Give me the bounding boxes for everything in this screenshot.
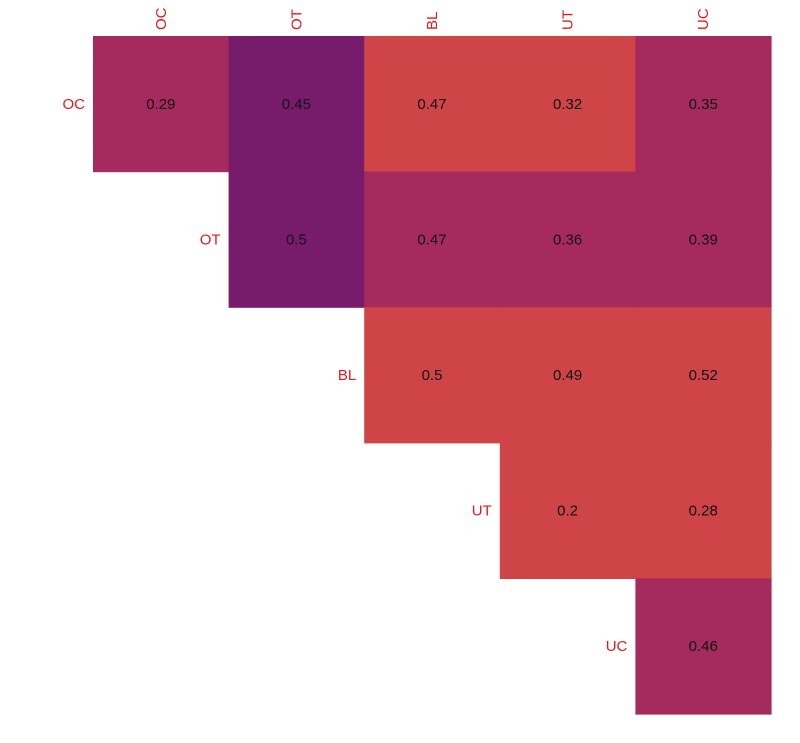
row-label-uc: UC bbox=[606, 638, 628, 655]
heatmap-cell-oc-ot bbox=[228, 36, 365, 173]
cell-value-ut-ut: 0.2 bbox=[557, 503, 578, 520]
heatmap-cell-oc-bl bbox=[364, 36, 501, 173]
cell-value-ot-ot: 0.5 bbox=[286, 231, 307, 248]
cell-value-bl-bl: 0.5 bbox=[422, 367, 443, 384]
row-label-ot: OT bbox=[200, 231, 221, 248]
column-label-ot: OT bbox=[288, 9, 305, 30]
cell-value-bl-uc: 0.52 bbox=[689, 367, 718, 384]
heatmap-cell-ot-bl bbox=[364, 171, 501, 308]
column-labels: OC OT BL UT UC bbox=[153, 7, 712, 30]
cell-value-bl-ut: 0.49 bbox=[553, 367, 582, 384]
cell-value-oc-oc: 0.29 bbox=[146, 96, 175, 113]
heatmap-cell-uc-uc bbox=[635, 578, 772, 715]
heatmap-cell-oc-uc bbox=[635, 36, 772, 173]
column-label-oc: OC bbox=[153, 7, 170, 30]
cell-value-oc-bl: 0.47 bbox=[417, 96, 446, 113]
heatmap-cell-ut-ut bbox=[499, 442, 636, 579]
cell-value-ot-bl: 0.47 bbox=[417, 231, 446, 248]
cell-value-uc-uc: 0.46 bbox=[689, 638, 718, 655]
heatmap-cell-ot-uc bbox=[635, 171, 772, 308]
heatmap-cell-ot-ot bbox=[228, 171, 365, 308]
heatmap-cell-ot-ut bbox=[499, 171, 636, 308]
cell-value-oc-ot: 0.45 bbox=[282, 96, 311, 113]
cell-value-labels: 0.29 0.45 0.47 0.32 0.35 0.5 0.47 0.36 0.39 0.5 0.… bbox=[146, 96, 718, 655]
column-label-bl: BL bbox=[424, 12, 441, 30]
heatmap-cells bbox=[93, 36, 772, 715]
heatmap-cell-bl-ut bbox=[499, 307, 636, 444]
cell-value-oc-ut: 0.32 bbox=[553, 96, 582, 113]
row-label-bl: BL bbox=[338, 367, 356, 384]
cell-value-oc-uc: 0.35 bbox=[689, 96, 718, 113]
row-label-ut: UT bbox=[472, 503, 492, 520]
cell-value-ut-uc: 0.28 bbox=[689, 503, 718, 520]
row-labels: OC OT BL UT UC bbox=[63, 96, 628, 655]
heatmap-cell-oc-ut bbox=[499, 36, 636, 173]
heatmap-cell-bl-bl bbox=[364, 307, 501, 444]
heatmap-cell-bl-uc bbox=[635, 307, 772, 444]
column-label-ut: UT bbox=[560, 10, 577, 30]
heatmap-cell-oc-oc bbox=[93, 36, 230, 173]
cell-value-ot-uc: 0.39 bbox=[689, 231, 718, 248]
column-label-uc: UC bbox=[695, 8, 712, 30]
heatmap-cell-ut-uc bbox=[635, 442, 772, 579]
row-label-oc: OC bbox=[63, 96, 86, 113]
cell-value-ot-ut: 0.36 bbox=[553, 231, 582, 248]
